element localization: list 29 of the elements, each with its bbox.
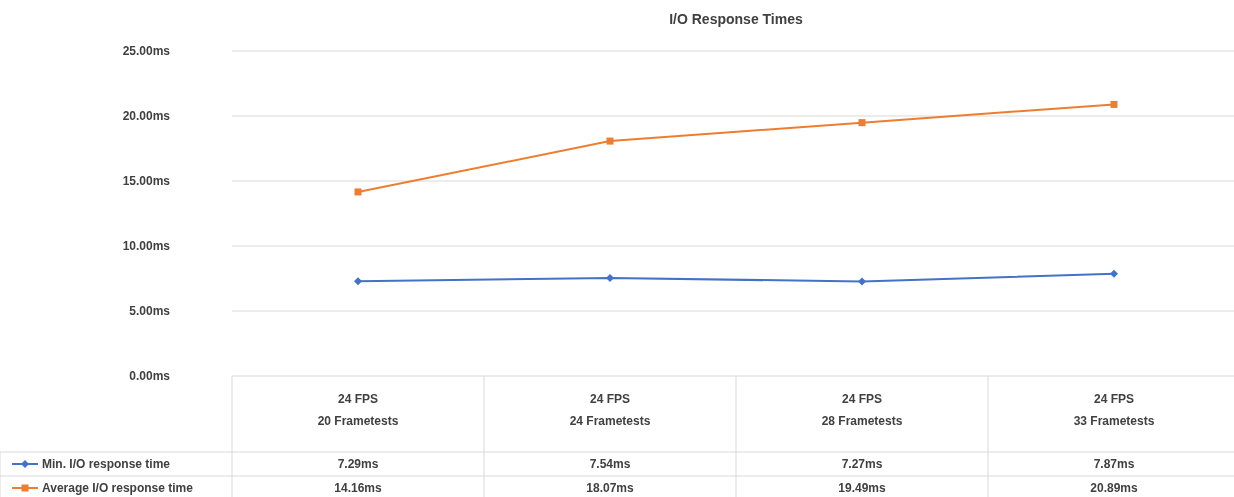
x-tick-label: 24 FPS 24 Frametests bbox=[569, 392, 651, 428]
data-label: 19.49ms bbox=[838, 481, 887, 496]
y-tick-label: 15.00ms bbox=[122, 174, 171, 189]
point bbox=[858, 277, 866, 286]
point bbox=[1110, 100, 1118, 108]
y-tick-label: 25.00ms bbox=[122, 44, 171, 59]
legend-label: Min. I/O response time bbox=[42, 457, 171, 472]
data-label: 7.29ms bbox=[337, 457, 379, 472]
data-label: 7.54ms bbox=[589, 457, 631, 472]
y-tick-label: 10.00ms bbox=[122, 239, 171, 254]
x-tick-label: 24 FPS 33 Frametests bbox=[1073, 392, 1155, 428]
point bbox=[354, 188, 362, 196]
data-label: 14.16ms bbox=[334, 481, 383, 496]
data-label: 20.89ms bbox=[1090, 481, 1139, 496]
chart-title: I/O Response Times bbox=[669, 11, 803, 27]
point bbox=[858, 119, 866, 127]
y-tick-label: 20.00ms bbox=[122, 109, 171, 124]
data-label: 7.87ms bbox=[1093, 457, 1135, 472]
point bbox=[606, 137, 614, 145]
point bbox=[606, 273, 614, 282]
x-tick-label: 24 FPS 28 Frametests bbox=[821, 392, 903, 428]
y-tick-label: 0.00ms bbox=[129, 369, 171, 384]
y-tick-label: 5.00ms bbox=[129, 304, 171, 319]
data-label: 7.27ms bbox=[841, 457, 883, 472]
point bbox=[1110, 269, 1118, 278]
point bbox=[354, 277, 362, 286]
x-tick-label: 24 FPS 20 Frametests bbox=[317, 392, 399, 428]
legend-label: Average I/O response time bbox=[42, 481, 194, 496]
data-label: 18.07ms bbox=[586, 481, 635, 496]
